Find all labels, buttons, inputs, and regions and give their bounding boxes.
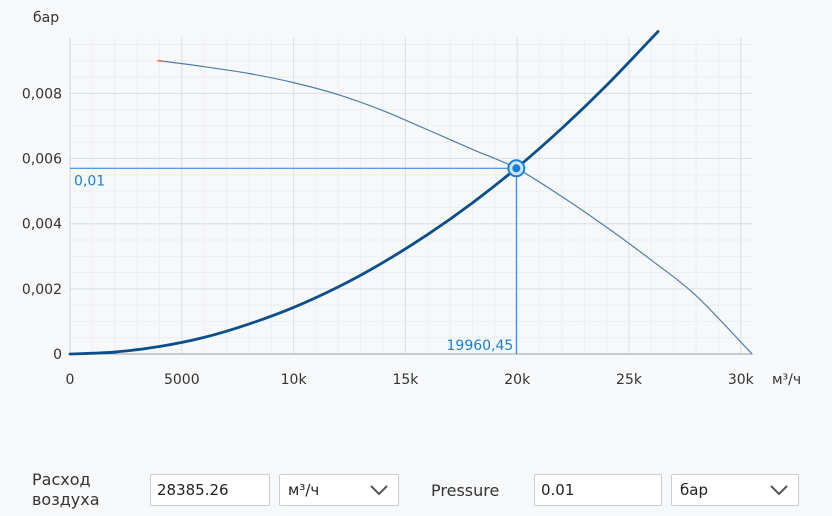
flow-unit-select[interactable]: м³/ч [279,474,399,506]
y-axis-label: бар [33,10,59,26]
y-tick-label: 0,008 [22,86,62,102]
x-tick-label: 20k [504,372,531,388]
flow-unit-value: м³/ч [288,481,320,499]
y-tick-label: 0 [53,347,62,363]
x-tick-label: 10k [281,372,308,388]
x-axis-label: м³/ч [772,372,801,388]
pressure-input[interactable] [534,474,662,506]
controls-bar: Расход воздуха м³/ч Pressure бар [0,466,832,514]
operating-point-marker [512,164,521,173]
x-tick-label: 25k [616,372,643,388]
y-tick-label: 0,002 [22,282,62,298]
y-tick-label: 0,006 [22,152,62,168]
pressure-unit-value: бар [680,481,708,499]
x-tick-label: 30k [728,372,755,388]
x-tick-label: 0 [66,372,75,388]
pressure-unit-select[interactable]: бар [671,474,799,506]
operating-point-x-label: 19960,45 [447,338,514,354]
chevron-down-icon [370,485,388,496]
series-line-1 [158,60,753,355]
flow-label: Расход воздуха [32,470,100,509]
flow-input[interactable] [150,474,270,506]
chevron-down-icon [770,485,788,496]
x-tick-label: 5000 [164,372,200,388]
operating-point-y-label: 0,01 [74,173,105,189]
y-tick-label: 0,004 [22,217,62,233]
pressure-label: Pressure [431,481,500,500]
chart: 0 5000 10k 15k 20k 25k 30k 0 0,002 0,004 0,006 0,00… [22,10,801,388]
series-line-2 [68,30,660,356]
x-tick-label: 15k [392,372,419,388]
